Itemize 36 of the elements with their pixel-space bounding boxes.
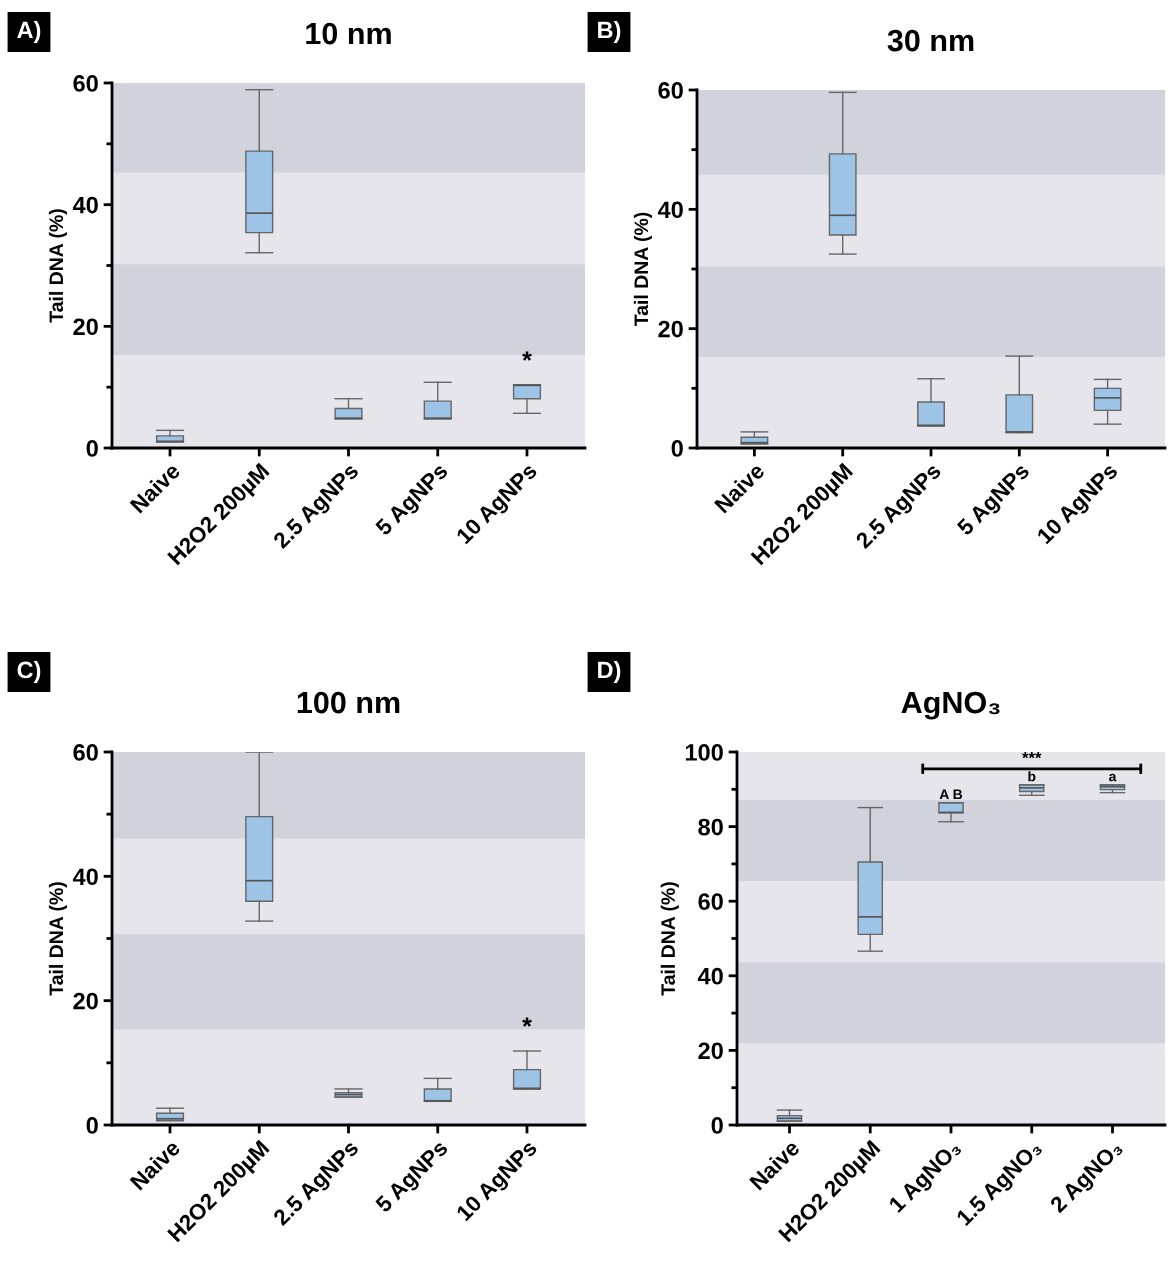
chart-title: 100 nm xyxy=(297,691,400,714)
text: D) xyxy=(598,660,621,683)
y-tick-label: 0 xyxy=(86,440,98,457)
y-tick-label: 40 xyxy=(72,868,98,886)
y-tick-label: 20 xyxy=(698,1042,723,1060)
y-tick-label: 80 xyxy=(698,818,723,836)
y-tick-label: 20 xyxy=(658,320,683,338)
annotation: A B xyxy=(939,789,963,800)
annotation: a xyxy=(1109,773,1117,782)
y-tick-label: 0 xyxy=(671,440,683,457)
y-tick-label: 0 xyxy=(86,1117,98,1134)
y-axis-title: Tail DNA (%) xyxy=(48,209,67,323)
y-tick-label: 40 xyxy=(697,967,723,985)
y-tick-label: 20 xyxy=(73,318,98,336)
y-tick-label: 20 xyxy=(73,992,98,1010)
chart-title: 10 nm xyxy=(306,22,391,45)
text: C) xyxy=(17,660,41,683)
y-axis-title: Tail DNA (%) xyxy=(48,882,67,996)
annotation: * xyxy=(522,1017,532,1027)
annotation: *** xyxy=(1022,752,1042,759)
y-axis-title: Tail DNA (%) xyxy=(633,212,652,327)
y-tick-label: 60 xyxy=(698,893,723,910)
chart-title: 30 nm xyxy=(887,29,974,52)
y-tick-label: 0 xyxy=(711,1117,723,1134)
annotation: * xyxy=(522,351,532,361)
y-axis-title: Tail DNA (%) xyxy=(660,882,679,996)
y-tick-label: 60 xyxy=(73,744,98,761)
y-tick-label: 40 xyxy=(657,201,683,219)
y-tick-label: 100 xyxy=(685,744,723,761)
y-tick-label: 60 xyxy=(73,75,98,92)
text: B) xyxy=(598,21,621,43)
annotation: b xyxy=(1028,771,1036,782)
y-tick-label: 40 xyxy=(72,196,98,214)
chart-title: AgNO₃ xyxy=(901,691,1000,720)
y-tick-label: 60 xyxy=(658,82,683,99)
text: A) xyxy=(17,21,41,43)
